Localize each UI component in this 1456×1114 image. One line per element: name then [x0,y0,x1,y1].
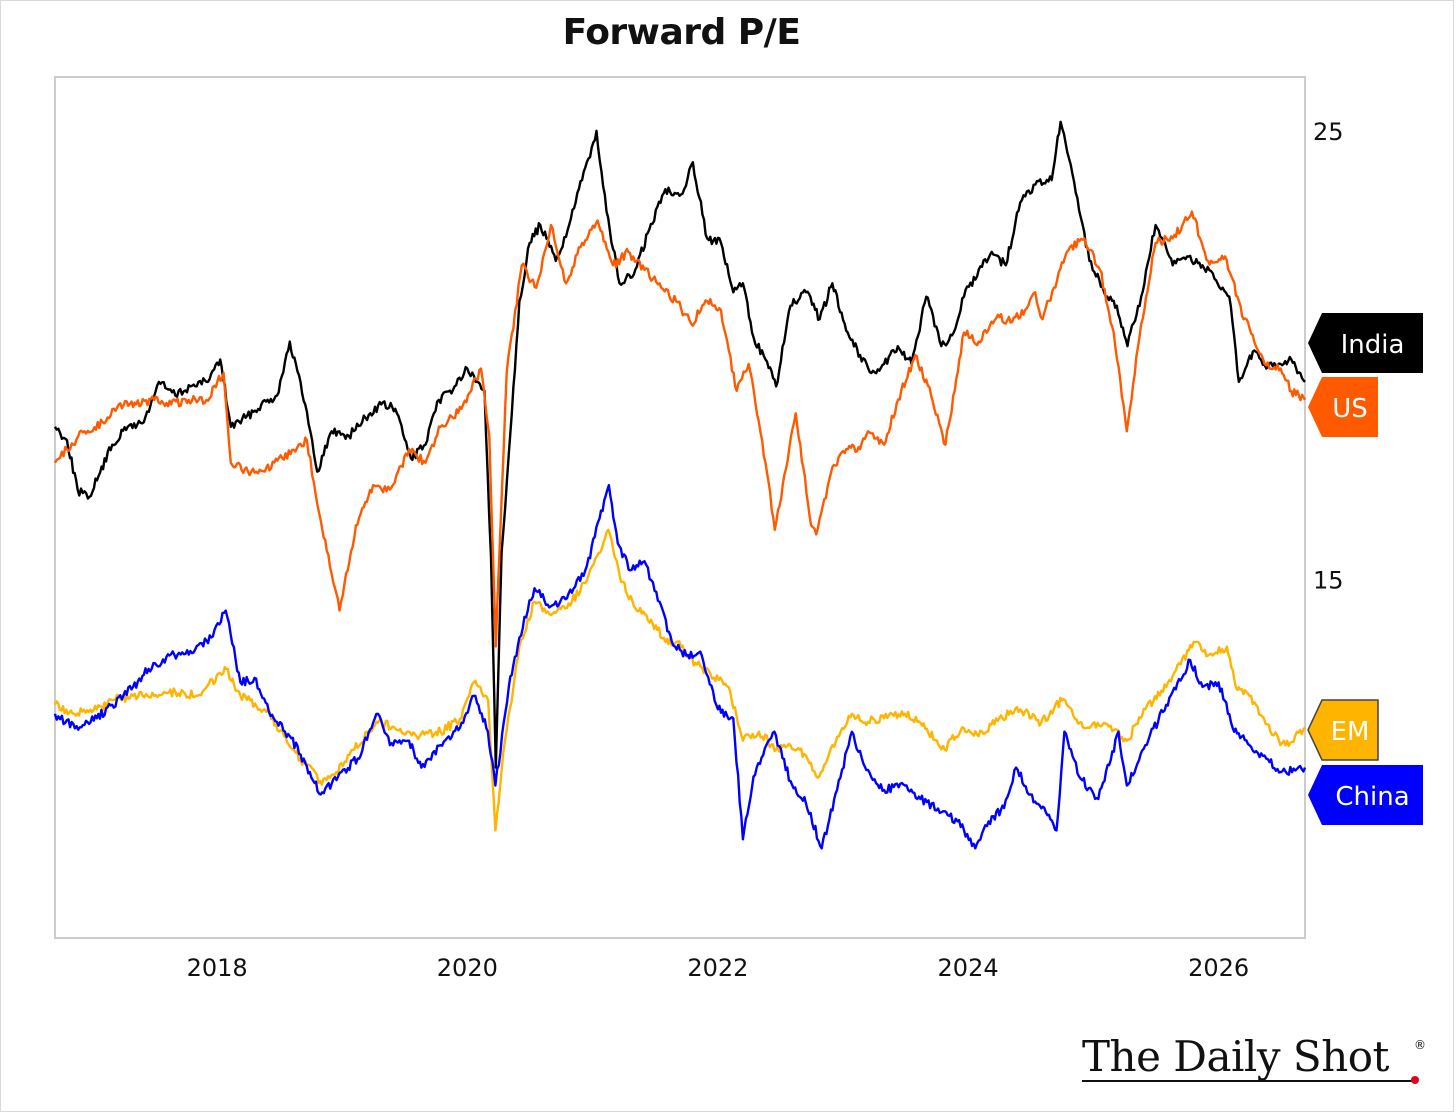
brand-registered-mark: ® [1414,1038,1426,1052]
series-tag-box [1308,765,1423,825]
plot-area [54,76,1306,939]
series-tag-label: US [1332,394,1368,424]
series-line-em [53,528,1306,832]
series-tag-box [1308,377,1378,437]
y-tick-label: 25 [1313,118,1344,146]
brand-dot [1411,1076,1419,1084]
series-line-india [53,120,1306,769]
series-tags: India US EM China [1307,313,1423,825]
series-tag-label: China [1335,782,1409,812]
brand-underline [1082,1080,1412,1082]
brand-logo: The Daily Shot [1082,1032,1389,1081]
x-tick-label: 2026 [1188,954,1249,982]
series-tag-em: EM [1307,699,1379,761]
series-layer [53,120,1307,850]
x-tick-label: 2024 [938,954,999,982]
series-tag-us: US [1308,377,1378,437]
series-tag-box [1307,699,1379,761]
series-tag-label: EM [1331,717,1370,747]
y-tick-label: 15 [1313,566,1344,594]
series-tag-india: India [1308,313,1423,373]
chart-title: Forward P/E [562,12,801,53]
x-tick-label: 2022 [687,954,748,982]
series-line-us [53,210,1307,648]
series-tag-china: China [1308,765,1423,825]
x-tick-label: 2020 [437,954,498,982]
series-line-china [53,483,1307,850]
x-axis: 2018 2020 2022 2024 2026 [187,954,1250,982]
x-tick-label: 2018 [187,954,248,982]
series-tag-label: India [1341,330,1405,360]
series-tag-box [1308,313,1423,373]
